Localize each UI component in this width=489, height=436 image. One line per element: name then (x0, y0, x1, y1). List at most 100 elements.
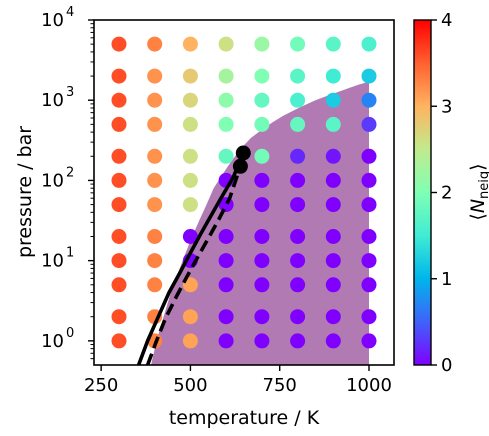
data-point (182, 36, 198, 52)
data-point (111, 333, 127, 349)
colorbar-tick-label: 4 (441, 10, 452, 31)
data-point (325, 253, 341, 269)
data-point (218, 333, 234, 349)
data-point (111, 36, 127, 52)
y-tick-base: 10 (41, 10, 64, 31)
critical-point (235, 145, 251, 161)
data-point (254, 116, 270, 132)
colorbar-label: ⟨Nneiq⟩ (467, 163, 489, 220)
y-tick-label: 10 (41, 90, 64, 111)
data-point (325, 229, 341, 244)
data-point (325, 309, 341, 325)
x-tick-label: 500 (173, 375, 207, 396)
data-point (290, 172, 306, 188)
data-point (290, 277, 306, 293)
shaded-region (151, 81, 369, 365)
data-point (254, 197, 270, 213)
data-point (361, 92, 377, 108)
data-point (218, 148, 234, 164)
y-tick-label: 10 (41, 331, 64, 352)
data-point (147, 197, 163, 213)
y-tick-exponent: 1 (66, 246, 74, 261)
data-point (290, 197, 306, 213)
data-point (147, 277, 163, 293)
dashed-curve (145, 165, 243, 365)
data-point (361, 68, 377, 84)
data-point (182, 116, 198, 132)
colorbar-label-open: ⟨ (467, 213, 489, 220)
critical-points-layer (232, 145, 251, 174)
data-point (111, 172, 127, 188)
data-point (254, 172, 270, 188)
data-point (254, 253, 270, 269)
data-point (218, 277, 234, 293)
x-tick-label: 1000 (346, 375, 392, 396)
data-point (182, 172, 198, 188)
data-point (325, 333, 341, 349)
data-point (325, 68, 341, 84)
colorbar-tick-label: 0 (441, 355, 452, 376)
data-point (218, 116, 234, 132)
data-point (290, 68, 306, 84)
data-point (182, 229, 198, 244)
data-point (254, 148, 270, 164)
data-point (361, 229, 377, 244)
data-point (147, 36, 163, 52)
data-point (290, 148, 306, 164)
x-tick-label: 250 (84, 375, 118, 396)
colorbar: 0 1 2 3 4 ⟨Nneiq⟩ (413, 10, 489, 376)
data-point (361, 253, 377, 269)
data-point (290, 36, 306, 52)
data-point (290, 253, 306, 269)
colorbar-gradient (413, 19, 432, 366)
data-point (147, 253, 163, 269)
data-point (325, 277, 341, 293)
data-point (147, 116, 163, 132)
data-point (325, 148, 341, 164)
data-point (147, 68, 163, 84)
data-point (290, 229, 306, 244)
data-point (218, 229, 234, 244)
data-point (182, 68, 198, 84)
data-point (182, 148, 198, 164)
solid-curve (136, 152, 245, 365)
data-point (254, 36, 270, 52)
y-tick-exponent: 3 (66, 85, 74, 100)
data-point (182, 333, 198, 349)
y-tick-exponent: 4 (66, 5, 74, 20)
data-point (111, 309, 127, 325)
data-point (254, 229, 270, 244)
data-point (254, 68, 270, 84)
colorbar-tick-label: 2 (441, 183, 452, 204)
data-point (182, 92, 198, 108)
colorbar-tick-label: 1 (441, 269, 452, 290)
data-point (147, 148, 163, 164)
data-point (290, 92, 306, 108)
data-point (325, 92, 341, 108)
data-point (147, 229, 163, 244)
data-point (111, 92, 127, 108)
y-tick-label: 10 (41, 10, 64, 31)
data-point (218, 253, 234, 269)
plot-area (93, 19, 395, 366)
data-point (325, 36, 341, 52)
y-tick-base: 10 (41, 90, 64, 111)
data-point (218, 309, 234, 325)
y-tick-base: 10 (41, 170, 64, 191)
data-point (325, 172, 341, 188)
x-axis-label: temperature / K (169, 407, 320, 429)
y-tick-base: 10 (41, 251, 64, 272)
data-point (361, 309, 377, 325)
data-point (111, 116, 127, 132)
y-tick-base: 10 (41, 331, 64, 352)
colorbar-label-close: ⟩ (467, 163, 489, 170)
shaded-region-layer (151, 81, 369, 365)
data-point (361, 172, 377, 188)
data-point (218, 92, 234, 108)
scatter-markers (111, 36, 377, 349)
data-point (254, 309, 270, 325)
data-point (254, 333, 270, 349)
